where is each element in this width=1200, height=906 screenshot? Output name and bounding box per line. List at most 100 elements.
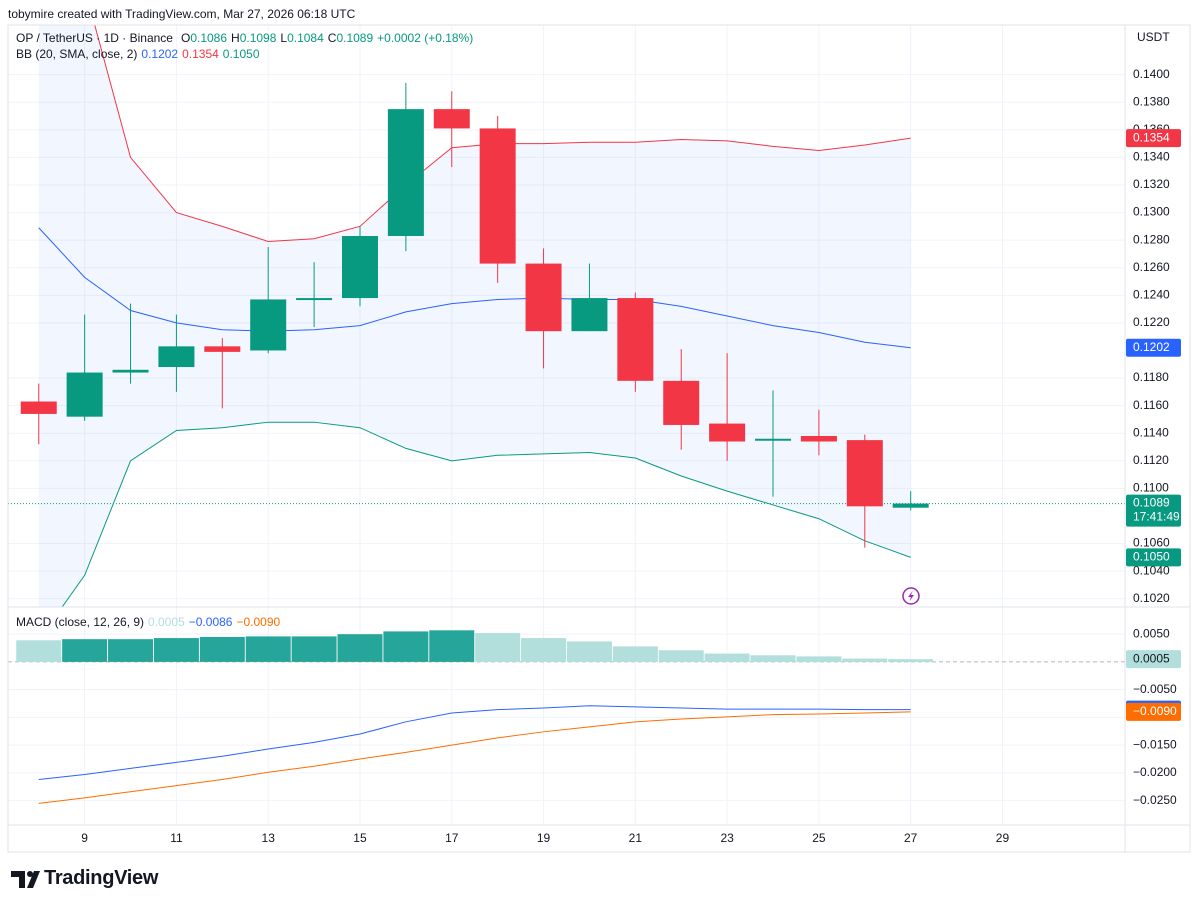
- candle-body: [617, 298, 654, 381]
- bb-line: [38, 227, 911, 349]
- candle-body: [892, 503, 929, 508]
- ohlc-key: H: [231, 31, 240, 45]
- candle-body: [250, 299, 287, 351]
- value-badge: [1126, 702, 1181, 721]
- ohlc-value: 0.1086: [190, 31, 228, 45]
- histogram-bar: [199, 636, 245, 662]
- indicator-title: MACD (close, 12, 26, 9): [16, 615, 145, 629]
- candle-body: [204, 346, 241, 352]
- y-tick-label: 0.1240: [1133, 287, 1170, 301]
- overlay-value: 0.1354: [182, 47, 219, 61]
- y-tick-label: 0.1320: [1133, 177, 1170, 191]
- brand-logo: [11, 871, 40, 888]
- candle-body: [479, 128, 516, 264]
- histogram-bar: [750, 655, 796, 662]
- price-badge-label: 0.1050: [1133, 550, 1170, 564]
- histogram-bar: [153, 638, 199, 662]
- x-tick-label: 15: [353, 831, 367, 845]
- histogram-bar: [383, 631, 429, 662]
- y-tick-label: 0.1120: [1133, 453, 1169, 467]
- candle-body: [571, 298, 608, 332]
- y-tick-label: 0.0050: [1133, 626, 1170, 640]
- candle-body: [20, 401, 57, 414]
- candle-body: [525, 263, 562, 332]
- candle-body: [158, 346, 195, 368]
- y-tick-label: 0.1100: [1133, 481, 1169, 495]
- y-tick-label: 0.1340: [1133, 150, 1170, 164]
- alert-icon: [902, 587, 920, 605]
- histogram-bar: [16, 640, 62, 662]
- price-badge-label: 0.1202: [1133, 340, 1170, 354]
- last-price-badge-label: 0.1089: [1133, 496, 1170, 510]
- price-badge: [1126, 129, 1181, 148]
- last-price-badge-countdown: 17:41:49: [1133, 510, 1180, 524]
- bb-line: [94, 25, 911, 243]
- candle-body: [846, 440, 883, 507]
- x-tick-label: 13: [262, 831, 276, 845]
- histogram-bar: [62, 639, 108, 662]
- change: +0.0002 (+0.18%): [377, 31, 474, 45]
- candle-body: [755, 438, 792, 441]
- histogram-bar: [291, 636, 337, 662]
- indicator-line: [38, 705, 911, 781]
- indicator-value: −0.0090: [236, 615, 281, 629]
- histogram-bar: [245, 636, 291, 662]
- candle-body: [66, 372, 103, 417]
- symbol: OP / TetherUS · 1D · Binance: [16, 31, 173, 45]
- y-tick-label: 0.1020: [1133, 591, 1170, 605]
- y-tick-label: 0.1280: [1133, 232, 1170, 246]
- x-tick-label: 23: [720, 831, 734, 845]
- overlay-value: 0.1202: [141, 47, 179, 61]
- histogram-bar: [658, 650, 704, 662]
- axis: 0.1020 0.1040 0.1060 0.1100 0.1120 0.1140 0.11…: [81, 30, 1181, 845]
- x-tick-label: 9: [81, 831, 88, 845]
- overlay-title: BB (20, SMA, close, 2): [16, 47, 138, 61]
- symbol-legend: OP / TetherUS · 1D · Binance O 0.1086 H 0.10…: [16, 31, 477, 45]
- candle-body: [433, 109, 470, 129]
- ohlc-value: 0.1084: [287, 31, 324, 45]
- price-badge-label: 0.1354: [1133, 130, 1170, 144]
- candle-body: [800, 435, 837, 442]
- ohlc-key: L: [280, 31, 288, 45]
- y-tick-label: 0.1260: [1133, 260, 1170, 274]
- candle-body: [663, 380, 700, 425]
- price-panel: [8, 25, 1125, 607]
- x-tick-label: 27: [904, 831, 918, 845]
- y-tick-label: 0.1220: [1133, 315, 1170, 329]
- unit-label: USDT: [1137, 30, 1170, 44]
- last-price-badge: [1126, 494, 1181, 527]
- frame: [7, 24, 1191, 853]
- candle-body: [341, 236, 378, 299]
- bb-line: [61, 421, 911, 607]
- macd-legend: MACD (close, 12, 26, 9) 0.0005 −0.0086 −0.0…: [16, 615, 284, 629]
- histogram-bar: [475, 633, 521, 662]
- y-tick-label: 0.1380: [1133, 94, 1170, 108]
- y-tick-label: 0.1180: [1133, 370, 1169, 384]
- indicator-line: [38, 711, 911, 804]
- candle-body: [709, 423, 746, 442]
- value-badge: [1126, 650, 1181, 669]
- x-tick-label: 25: [812, 831, 826, 845]
- y-tick-label: −0.0200: [1133, 765, 1177, 779]
- y-tick-label: 0.1060: [1133, 536, 1170, 550]
- indicator-value: −0.0086: [188, 615, 233, 629]
- x-tick-label: 17: [445, 831, 459, 845]
- histogram-bar: [337, 634, 383, 662]
- y-tick-label: 0.1400: [1133, 67, 1170, 81]
- indicator-value: 0.0005: [148, 615, 185, 629]
- ohlc-key: C: [327, 31, 337, 45]
- y-tick-label: 0.1040: [1133, 563, 1170, 577]
- price-badge: [1126, 338, 1181, 357]
- price-badge: [1126, 548, 1181, 567]
- histogram-bar: [888, 659, 934, 662]
- macd-panel: [8, 630, 1125, 804]
- y-tick-label: 0.1140: [1133, 425, 1169, 439]
- y-tick-label: −0.0250: [1133, 793, 1177, 807]
- brand: TradingView: [44, 867, 159, 889]
- x-tick-label: 29: [996, 831, 1010, 845]
- candle-body: [387, 109, 424, 237]
- histogram-bar: [842, 658, 888, 662]
- histogram-bar: [108, 639, 154, 662]
- grid: [8, 25, 1125, 825]
